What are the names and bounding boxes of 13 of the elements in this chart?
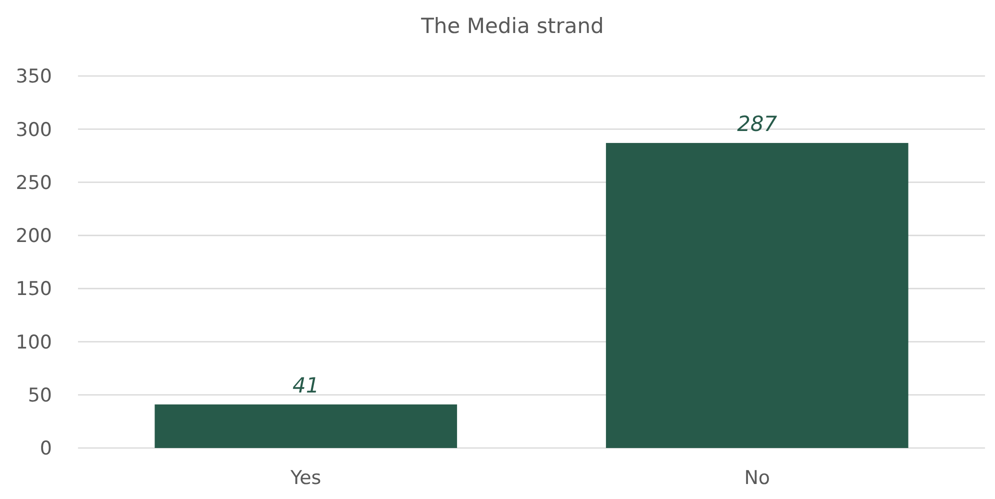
x-tick-label: No [744,467,770,489]
x-tick-label: Yes [290,467,322,489]
y-tick-label: 200 [16,225,52,248]
y-tick-label: 350 [16,66,52,88]
y-tick-label: 150 [16,278,52,300]
data-label: 41 [292,373,320,398]
chart-title: The Media strand [420,14,604,38]
y-tick-label: 250 [16,172,52,194]
y-tick-label: 100 [16,331,52,354]
y-tick-label: 50 [28,384,52,407]
y-tick-label: 300 [16,118,52,141]
y-tick-label: 0 [40,438,52,460]
data-label: 287 [737,112,778,136]
